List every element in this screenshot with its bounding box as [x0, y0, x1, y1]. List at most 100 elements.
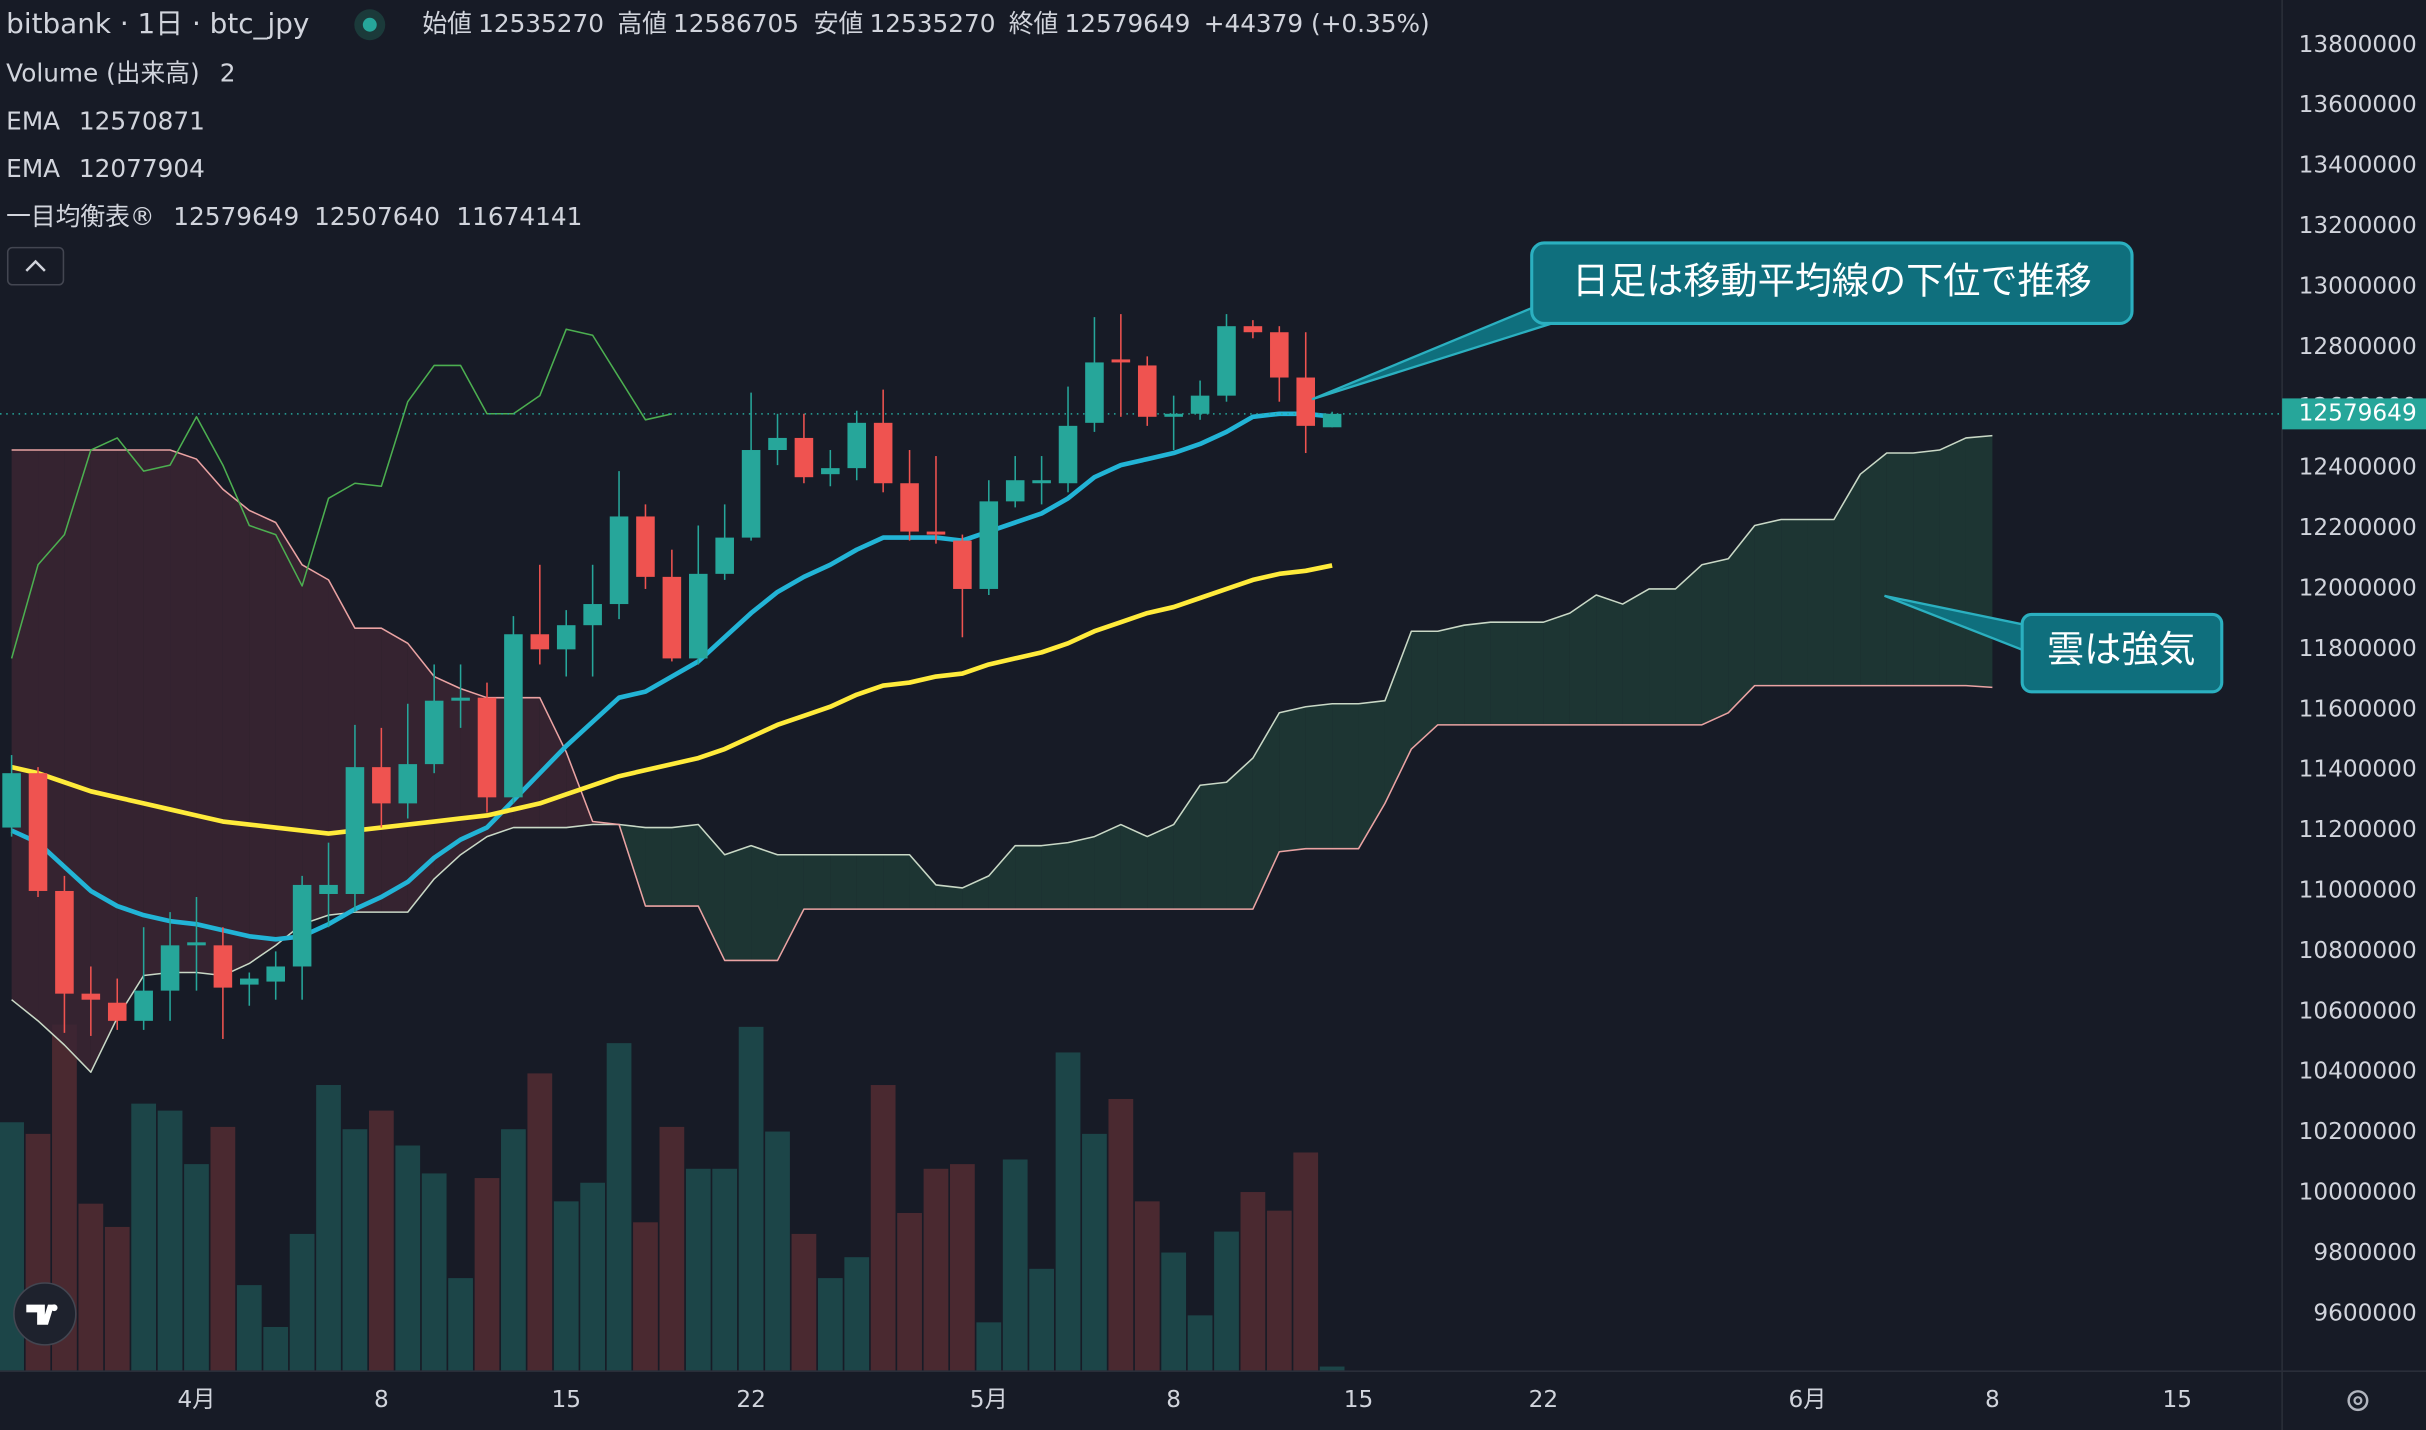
volume-bar [897, 1212, 922, 1372]
volume-bar [527, 1073, 553, 1372]
cloud-segment [1490, 622, 1518, 725]
settings-icon[interactable] [2347, 1390, 2369, 1412]
logo-mark [26, 1304, 55, 1325]
candle-body [556, 625, 576, 650]
indicator-name: EMA [6, 154, 60, 183]
cloud-segment [1464, 622, 1491, 725]
candle-body [81, 993, 101, 1000]
ohlc-value: 12579649 [1064, 9, 1190, 38]
y-tick-label: 10000000 [2299, 1178, 2417, 1205]
ohlc-value: 12535270 [478, 9, 604, 38]
cloud-segment [1015, 845, 1042, 910]
volume-bar [817, 1278, 843, 1372]
cloud-segment [1384, 631, 1412, 804]
y-tick-label: 10200000 [2299, 1118, 2417, 1145]
cloud-segment [1569, 594, 1597, 725]
y-tick-label: 11800000 [2299, 635, 2417, 662]
cloud-segment [1728, 525, 1755, 713]
cloud-segment [645, 827, 672, 907]
volume-layer [0, 1024, 1345, 1372]
candle-body [372, 767, 391, 804]
y-tick-label: 13600000 [2299, 91, 2417, 118]
x-tick-label: 15 [2163, 1386, 2193, 1413]
candle-body [292, 884, 312, 967]
indicator-value: 2 [220, 58, 236, 87]
volume-bar [421, 1173, 447, 1372]
cloud-segment [1094, 824, 1121, 910]
cloud-segment [90, 450, 118, 1073]
y-tick-label: 10600000 [2299, 997, 2417, 1024]
cloud-segment [1517, 622, 1544, 725]
cloud-segment [777, 854, 804, 961]
cloud-segment [1675, 564, 1702, 725]
last-price-tag [2282, 398, 2426, 430]
candle-body [319, 884, 338, 894]
status-dot [362, 17, 377, 32]
cloud-segment [1411, 631, 1438, 750]
ohlc-label: 終値 [1009, 9, 1058, 38]
ohlc-label: 安値 [814, 9, 863, 38]
volume-bar [157, 1110, 183, 1372]
line-layer [0, 328, 2283, 1073]
cloud-segment [1068, 836, 1095, 910]
last-price-label: 12579649 [2299, 399, 2417, 426]
x-tick-label: 15 [551, 1386, 581, 1413]
volume-bar [950, 1164, 975, 1372]
cloud-segment [1358, 700, 1385, 849]
candle-body [1243, 326, 1263, 333]
ohlc-value: 12535270 [870, 9, 996, 38]
cloud-segment [724, 845, 752, 961]
volume-bar [765, 1131, 790, 1372]
candle-body [953, 540, 972, 589]
ema-line [10, 411, 1333, 942]
axis-layer: 13800000 13600000 13400000 13200000 13000000… [177, 31, 2426, 1413]
cloud-segment [302, 564, 329, 925]
volume-bar [1002, 1159, 1028, 1372]
price-axis-area [2282, 0, 2426, 1430]
candle-body [926, 531, 946, 535]
volume-bar [1134, 1201, 1160, 1372]
cloud-segment [1596, 594, 1623, 725]
candle-body [134, 990, 153, 1021]
candle-body [240, 978, 259, 985]
candle-body [107, 1002, 127, 1021]
volume-bar [184, 1164, 209, 1372]
candle-body [1164, 413, 1183, 417]
candle-body [794, 437, 814, 478]
y-tick-label: 12000000 [2299, 574, 2417, 601]
cloud-segment [830, 854, 857, 910]
candle-body [504, 634, 523, 798]
volume-bar [316, 1085, 341, 1372]
cloud-segment [11, 450, 39, 1021]
volume-bar [791, 1233, 817, 1372]
cloud-segment [1279, 706, 1306, 852]
ohlc-label: 高値 [617, 9, 666, 38]
volume-bar [633, 1222, 658, 1372]
volume-bar [1214, 1231, 1239, 1372]
ohlc-value: 12586705 [673, 9, 799, 38]
candle-body [900, 483, 919, 532]
cloud-segment [1543, 613, 1570, 725]
volume-bar [1108, 1098, 1134, 1372]
candle-body [583, 604, 602, 626]
leading-span-a [11, 434, 1993, 1073]
candle-body [768, 437, 787, 451]
volume-bar [659, 1126, 685, 1372]
y-tick-label: 11400000 [2299, 756, 2417, 783]
cloud-segment [1701, 558, 1729, 725]
volume-bar [342, 1129, 368, 1372]
volume-bar [738, 1026, 764, 1372]
volume-bar [368, 1110, 394, 1372]
collapse-button[interactable] [6, 246, 65, 286]
volume-bar [712, 1168, 738, 1372]
cloud-segment [117, 450, 144, 1018]
cloud-segment [222, 489, 250, 976]
indicator-value: 12077904 [79, 154, 205, 183]
cloud-segment [1886, 453, 1914, 686]
cloud-segment [1437, 625, 1465, 725]
cloud-segment [935, 884, 963, 910]
candle-body [530, 634, 550, 650]
change-value: +44379 (+0.35%) [1204, 9, 1430, 38]
